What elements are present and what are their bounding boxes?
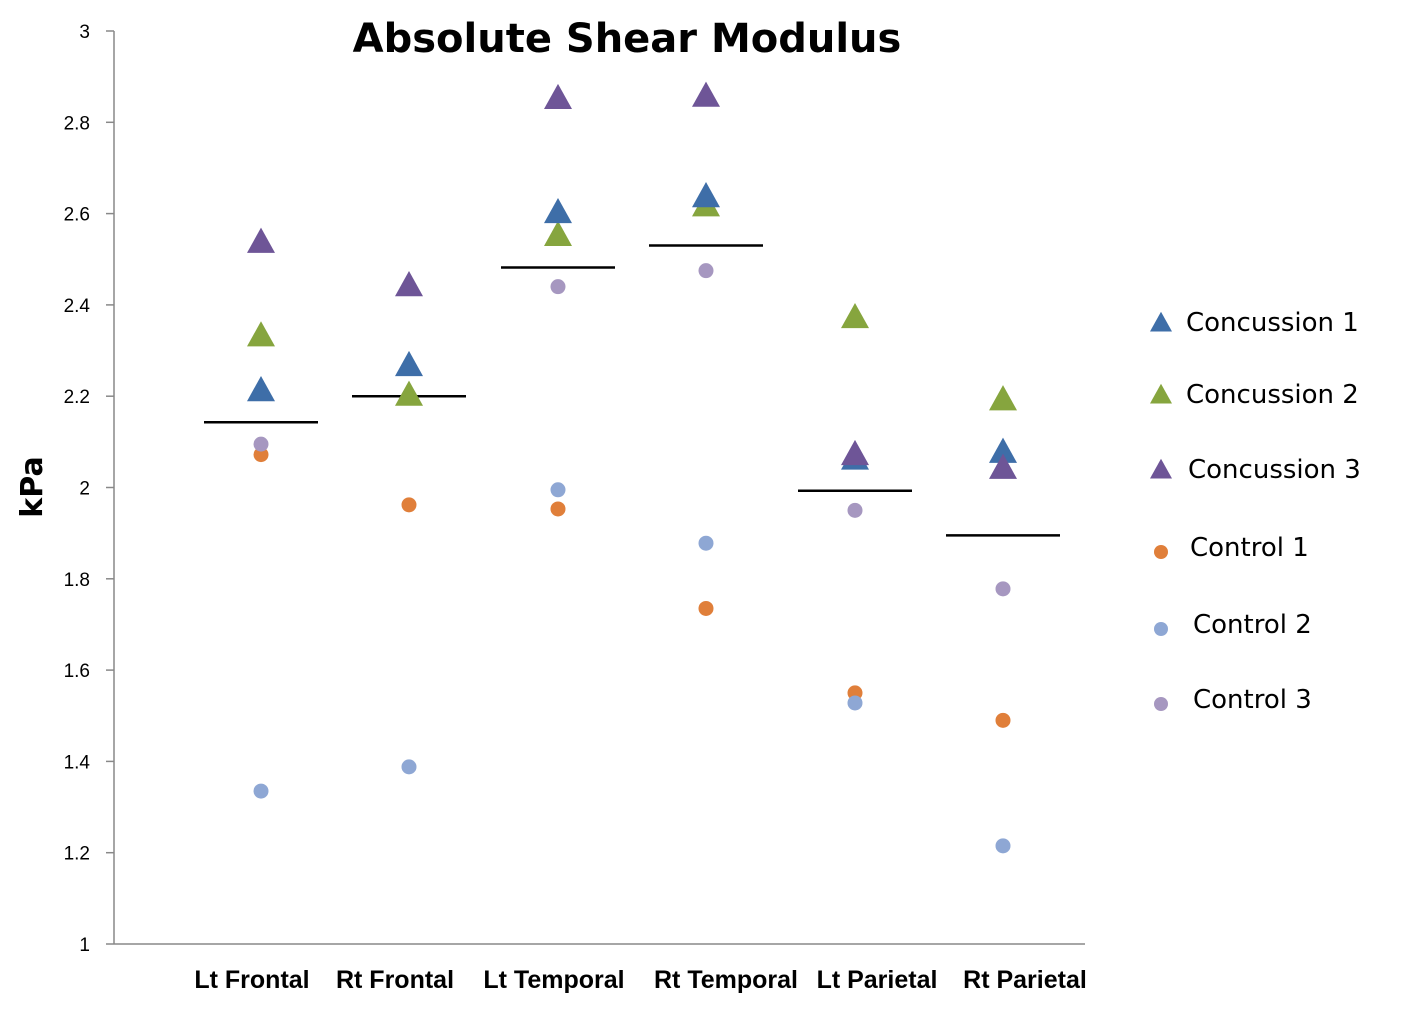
circle-point	[550, 482, 566, 498]
legend-marker	[1150, 383, 1172, 404]
legend-marker	[1150, 311, 1172, 332]
circle-point	[995, 712, 1011, 728]
legend-label: Control 1	[1190, 533, 1309, 563]
x-category-label: Lt Temporal	[483, 966, 624, 994]
data-points	[247, 81, 1017, 854]
triangle-point	[692, 81, 720, 107]
triangle-point	[544, 197, 572, 224]
y-tick-label: 2.8	[64, 113, 90, 134]
triangle-point	[247, 227, 275, 253]
circle-point	[847, 695, 863, 711]
x-category-label: Rt Frontal	[336, 966, 454, 994]
legend-label: Concussion 1	[1186, 308, 1359, 338]
x-category-label: Lt Parietal	[817, 966, 938, 994]
circle-point	[401, 497, 417, 513]
y-tick-label: 1.4	[64, 752, 91, 773]
legend-marker	[1154, 697, 1168, 711]
circle-point	[253, 447, 269, 463]
legend-marker	[1154, 545, 1168, 559]
triangle-point	[544, 220, 572, 247]
x-category-label: Lt Frontal	[194, 966, 309, 994]
y-tick-label: 1.2	[64, 844, 90, 865]
legend-label: Control 3	[1193, 685, 1312, 715]
legend-label: Concussion 3	[1188, 455, 1361, 485]
triangle-point	[989, 385, 1017, 411]
y-tick-label: 1.6	[64, 661, 90, 682]
triangle-point	[395, 380, 423, 406]
y-tick-label: 2	[79, 479, 90, 500]
legend-marker	[1154, 622, 1168, 636]
legend-marker	[1150, 458, 1172, 479]
triangle-point	[841, 302, 869, 329]
triangle-point	[989, 437, 1017, 463]
legend: Concussion 1 Concussion 2 Concussion 3 Cont…	[1150, 308, 1361, 715]
circle-point	[995, 581, 1011, 597]
y-tick-label: 3	[79, 22, 90, 43]
y-tick-label: 2.6	[64, 205, 90, 226]
triangle-point	[841, 439, 869, 466]
circle-point	[253, 436, 269, 452]
x-category-label: Rt Parietal	[963, 966, 1087, 994]
circle-point	[253, 783, 269, 799]
mean-lines	[204, 244, 1060, 537]
triangle-point	[544, 83, 572, 110]
legend-label: Concussion 2	[1186, 380, 1359, 410]
triangle-point	[395, 271, 423, 297]
y-tick-label: 2.2	[64, 387, 90, 408]
y-axis-label: kPa	[15, 456, 50, 517]
y-tick-label: 1	[79, 935, 90, 956]
circle-point	[550, 279, 566, 295]
circle-point	[698, 600, 714, 616]
chart-title: Absolute Shear Modulus	[353, 16, 902, 62]
circle-point	[550, 501, 566, 517]
triangle-point	[395, 350, 423, 377]
triangle-point	[692, 181, 720, 208]
circle-point	[847, 502, 863, 518]
x-category-labels: Lt Frontal Rt Frontal Lt Temporal Rt Tempor…	[194, 966, 1086, 994]
circle-point	[995, 838, 1011, 854]
legend-label: Control 2	[1193, 610, 1312, 640]
circle-point	[401, 759, 417, 775]
triangle-point	[989, 453, 1017, 479]
y-ticks: 1 1.2 1.4 1.6 1.8 2 2.2 2.4 2.6 2.8 3	[64, 22, 114, 956]
circle-point	[698, 535, 714, 551]
y-tick-label: 1.8	[64, 570, 90, 591]
circle-point	[698, 263, 714, 279]
x-category-label: Rt Temporal	[654, 966, 798, 994]
triangle-point	[247, 376, 275, 402]
y-tick-label: 2.4	[64, 296, 91, 317]
triangle-point	[247, 321, 275, 347]
